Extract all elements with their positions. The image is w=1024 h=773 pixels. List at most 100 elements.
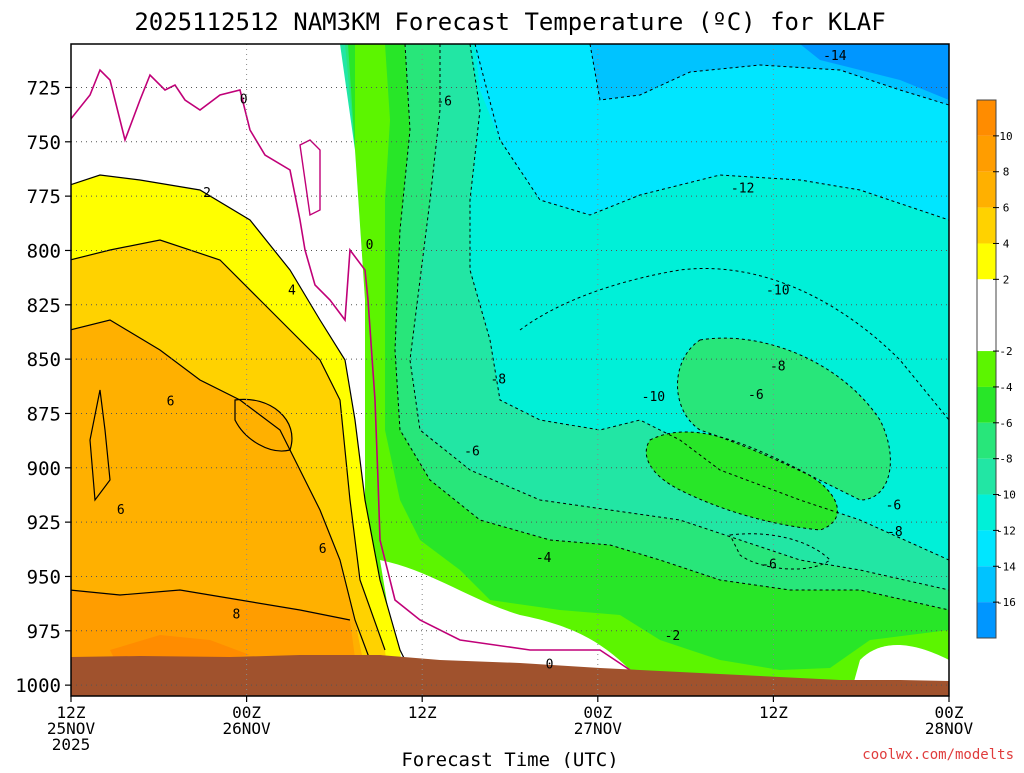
plot-fills: 0 2 0 4 6 6 6 8 -6 -14 -12 -10 -8 -8 -10 -6 -6 -4 -6 -6 -8 -2… bbox=[71, 44, 949, 696]
contour-warm-loop bbox=[234, 398, 293, 452]
x-tick-label: 27NOV bbox=[574, 719, 623, 738]
colorbar-label: 2 bbox=[1003, 273, 1010, 286]
x-tick-label: 00Z bbox=[935, 703, 964, 722]
y-tick-label: 850 bbox=[27, 349, 61, 371]
contour-label: -6 bbox=[748, 388, 764, 403]
x-tick-label: 26NOV bbox=[223, 719, 272, 738]
contour-label: -2 bbox=[665, 629, 681, 644]
y-tick-label: 825 bbox=[27, 295, 61, 317]
chart-title: 2025112512 NAM3KM Forecast Temperature (… bbox=[134, 8, 885, 36]
contour-label: -6 bbox=[886, 499, 902, 514]
contour-label: 6 bbox=[117, 503, 125, 518]
x-tick-label: 00Z bbox=[232, 703, 261, 722]
colorbar-bin bbox=[977, 386, 996, 423]
contour-0c bbox=[71, 68, 631, 671]
x-tick-label: 2025 bbox=[52, 735, 91, 754]
y-tick-label: 900 bbox=[27, 458, 61, 480]
x-axis-label: Forecast Time (UTC) bbox=[401, 749, 618, 768]
contour-label: -10 bbox=[642, 390, 665, 405]
colorbar-bin bbox=[977, 566, 996, 603]
fill-warm-blob bbox=[235, 399, 292, 451]
contour-minus6c bbox=[409, 44, 949, 591]
contour-label: -6 bbox=[436, 95, 452, 110]
colorbar-label: 4 bbox=[1003, 237, 1010, 250]
contour-4c bbox=[71, 239, 386, 651]
contour-label: 0 bbox=[546, 657, 554, 672]
contour-label: -4 bbox=[536, 551, 552, 566]
x-tick-label: 25NOV bbox=[47, 719, 96, 738]
y-tick-label: 975 bbox=[27, 621, 61, 643]
gridlines bbox=[71, 44, 949, 696]
x-tick-label: 28NOV bbox=[925, 719, 974, 738]
contour-label: -10 bbox=[766, 284, 789, 299]
colorbar-frame bbox=[976, 99, 997, 639]
colorbar-label: -6 bbox=[999, 417, 1012, 430]
contour-label: 8 bbox=[232, 607, 240, 622]
colorbar-label: -12 bbox=[996, 524, 1016, 537]
y-tick-label: 875 bbox=[27, 403, 61, 425]
colorbar-bin bbox=[977, 100, 996, 136]
colorbar-label: -14 bbox=[996, 560, 1016, 573]
x-tick-label: 00Z bbox=[583, 703, 612, 722]
colorbar-label: -4 bbox=[999, 381, 1013, 394]
colorbar-bin bbox=[977, 207, 996, 244]
colorbar-bin bbox=[977, 494, 996, 531]
contour-minus4c bbox=[394, 44, 949, 611]
colorbar-label: 6 bbox=[1003, 202, 1010, 215]
x-tick-label: 12Z bbox=[57, 703, 86, 722]
colorbar-label: -2 bbox=[999, 345, 1012, 358]
y-tick-label: 775 bbox=[27, 186, 61, 208]
contour-minus8c bbox=[469, 44, 949, 561]
colorbar-label: -16 bbox=[996, 596, 1016, 609]
colorbar-label: -8 bbox=[999, 453, 1012, 466]
contour-labels: 0 2 0 4 6 6 6 8 -6 -14 -12 -10 -8 -8 -10 -6 -6 -4 -6 -6 -8 -2… bbox=[117, 49, 903, 673]
contour-minus14c bbox=[589, 44, 949, 106]
contour-label: -14 bbox=[823, 49, 847, 64]
contour-6c bbox=[71, 319, 371, 661]
x-tick-label: 12Z bbox=[408, 703, 437, 722]
fill-minus4-to-minus6 bbox=[348, 44, 949, 696]
y-tick-label: 925 bbox=[27, 512, 61, 534]
colorbar-label: -10 bbox=[996, 489, 1016, 502]
contour-label: -6 bbox=[761, 557, 777, 572]
plot-frame bbox=[70, 43, 950, 697]
colorbar-label: 8 bbox=[1003, 166, 1010, 179]
fill-below-minus16 bbox=[800, 44, 949, 100]
contour-6c-loop bbox=[89, 389, 111, 502]
watermark-text: coolwx.com/modelts bbox=[862, 747, 1014, 763]
y-tick-label: 800 bbox=[27, 240, 61, 262]
contour-label: -8 bbox=[490, 373, 506, 388]
contour-label: 4 bbox=[288, 284, 296, 299]
colorbar-bin bbox=[977, 279, 996, 352]
colorbar-bin bbox=[977, 458, 996, 495]
colorbar: 10 8 6 4 2 -2 -4 -6 -8 -10 -12 -14 -16 bbox=[976, 99, 1016, 639]
y-tick-label: 725 bbox=[27, 77, 61, 99]
contour-label: 2 bbox=[203, 186, 211, 201]
contour-label: 6 bbox=[167, 394, 175, 409]
contour-0c-loop bbox=[299, 139, 321, 217]
contour-8c bbox=[71, 589, 351, 621]
contour-2c bbox=[71, 174, 406, 661]
contour-label: 0 bbox=[366, 238, 374, 253]
colorbar-bin bbox=[977, 530, 996, 567]
colorbar-bin bbox=[977, 135, 996, 172]
colorbar-bin bbox=[977, 171, 996, 208]
contour-label: -12 bbox=[731, 181, 754, 196]
fill-minus12-to-minus14 bbox=[475, 44, 949, 220]
contour-minus12c bbox=[474, 44, 949, 221]
fill-interior-blob-2 bbox=[677, 338, 891, 500]
colorbar-bin bbox=[977, 422, 996, 459]
ground-fill bbox=[71, 655, 949, 696]
fill-interior-blob bbox=[646, 431, 838, 530]
contour-minus10c bbox=[519, 268, 949, 421]
colorbar-label: 10 bbox=[999, 130, 1012, 143]
contour-minus8c-small bbox=[729, 533, 831, 570]
y-tick-label: 750 bbox=[27, 132, 61, 154]
colorbar-bin bbox=[977, 602, 996, 638]
y-tick-label: 1000 bbox=[15, 675, 61, 697]
contour-label: -8 bbox=[887, 525, 903, 540]
colorbar-bin bbox=[977, 351, 996, 387]
